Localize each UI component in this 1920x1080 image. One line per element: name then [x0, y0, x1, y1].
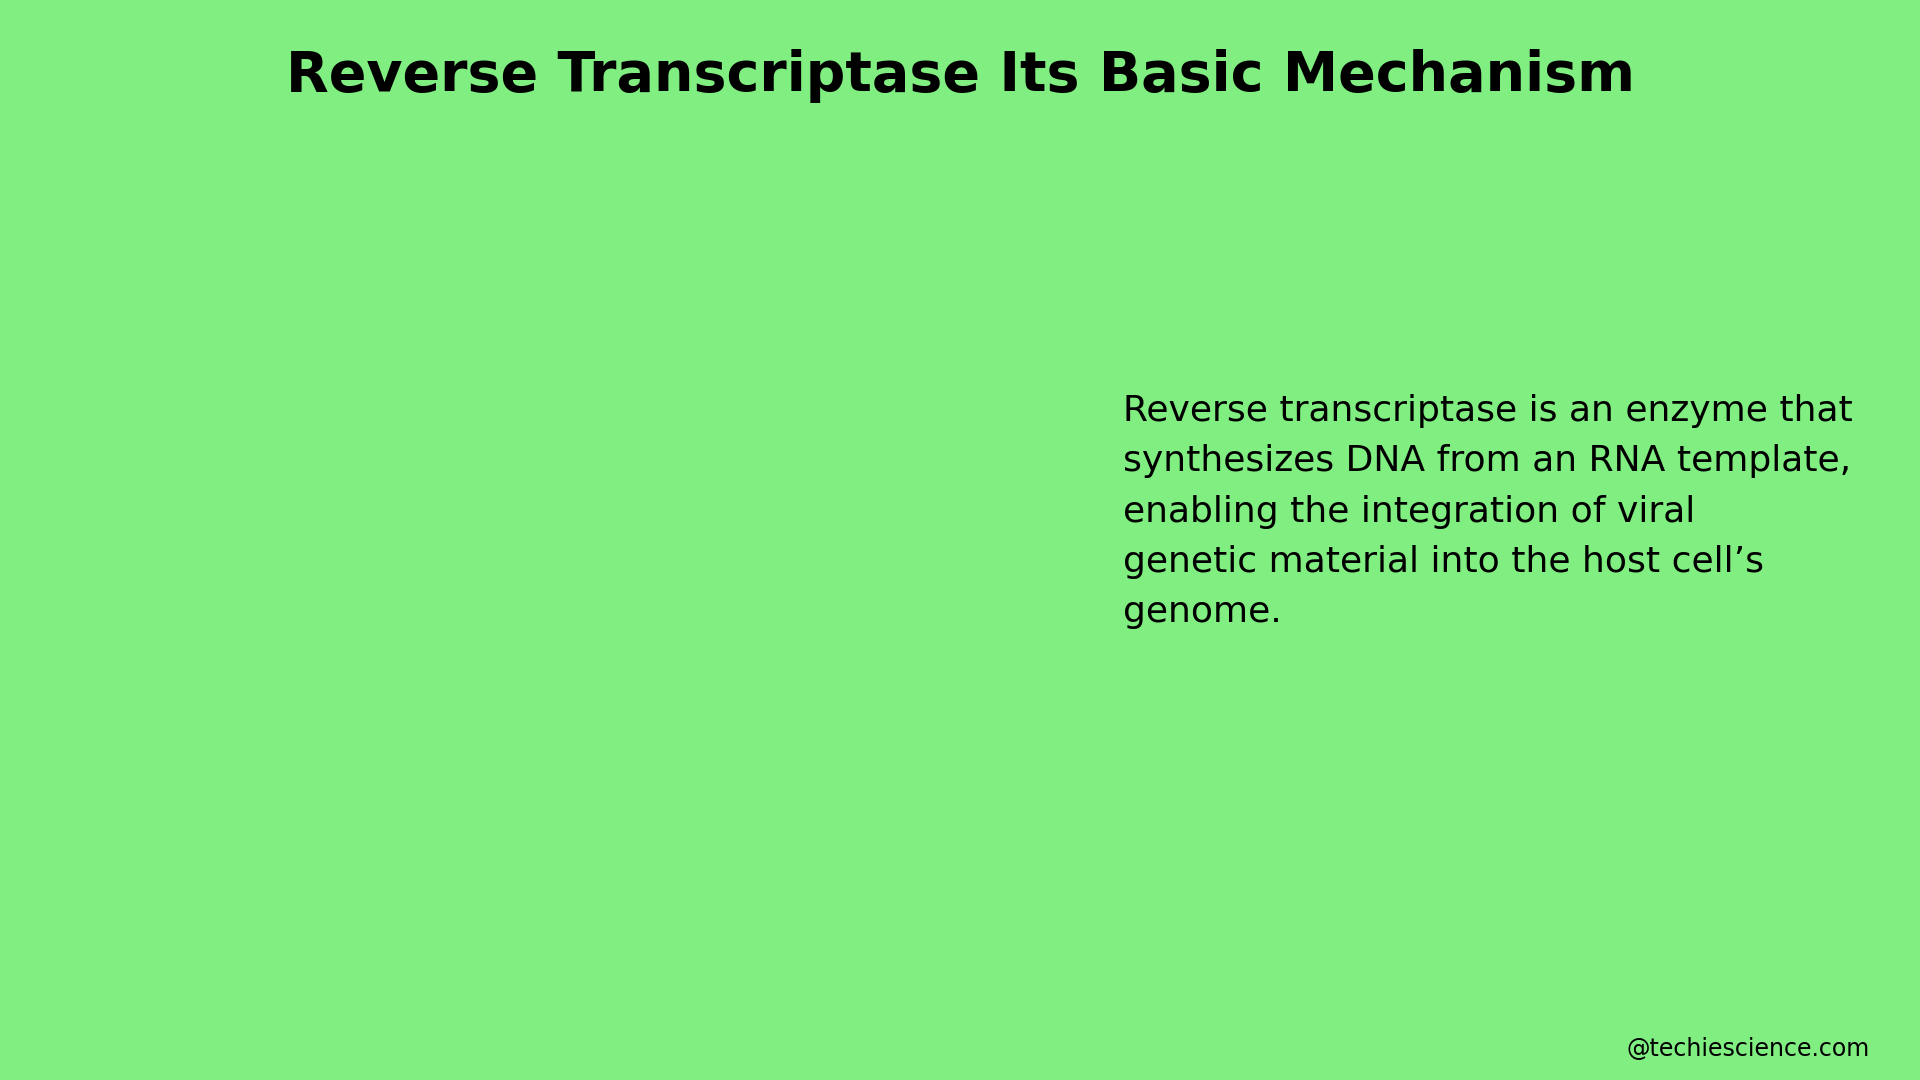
- Text: Reverse Transcriptase Its Basic Mechanism: Reverse Transcriptase Its Basic Mechanis…: [286, 49, 1634, 103]
- Text: @techiescience.com: @techiescience.com: [1626, 1037, 1870, 1061]
- Text: Reverse transcriptase is an enzyme that
synthesizes DNA from an RNA template,
en: Reverse transcriptase is an enzyme that …: [1123, 394, 1853, 629]
